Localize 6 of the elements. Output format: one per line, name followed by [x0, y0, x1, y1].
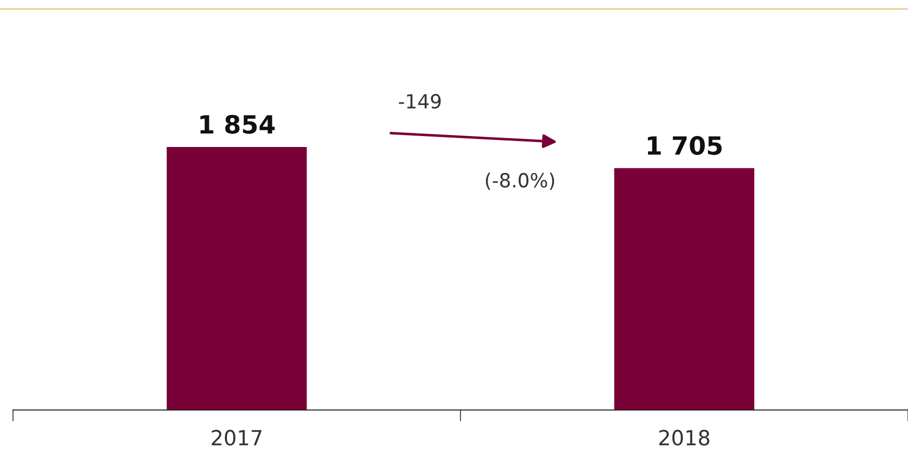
- data-label: 1 854: [200, 114, 275, 134]
- x-tick-label: 2018: [659, 430, 710, 446]
- x-tick-label: 2017: [212, 430, 262, 446]
- annotation: (-8.0%): [486, 172, 554, 190]
- text: -149: [398, 94, 441, 109]
- data-label: 1 705: [648, 136, 722, 155]
